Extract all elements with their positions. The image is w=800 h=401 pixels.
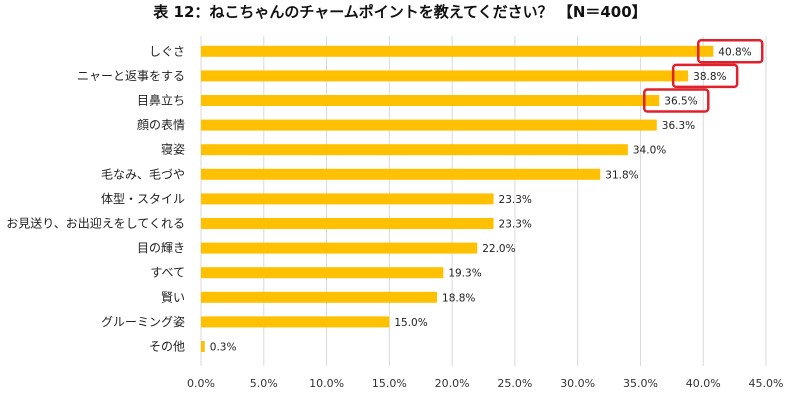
category-label: ニャーと返事をする xyxy=(77,69,185,83)
category-label: 寝姿 xyxy=(161,142,185,157)
data-label: 0.3% xyxy=(210,342,237,354)
highlight-box xyxy=(697,39,764,64)
x-tick-label: 45.0% xyxy=(749,377,784,390)
data-label: 36.3% xyxy=(662,120,695,132)
category-label: 毛なみ、毛づや xyxy=(101,167,185,181)
x-tick-label: 10.0% xyxy=(309,377,344,390)
x-tick-label: 5.0% xyxy=(250,377,278,390)
highlight-layer xyxy=(643,39,764,113)
category-label: 賢い xyxy=(161,290,185,304)
bar xyxy=(201,291,438,303)
bars-layer xyxy=(201,45,714,352)
bar xyxy=(201,316,390,328)
x-tick-label: 30.0% xyxy=(560,377,595,390)
x-tick-label: 20.0% xyxy=(435,377,470,390)
category-label: 顔の表情 xyxy=(137,117,185,132)
labels-layer: しぐさ 40.8% ニャーと返事をする 38.8% 目鼻立ち 36.5% 顔の表情 36.3%… xyxy=(6,44,751,353)
x-tick-label: 25.0% xyxy=(497,377,532,390)
bar xyxy=(201,341,205,352)
chart-title: 表 12：ねこちゃんのチャームポイントを教えてください？ 【N＝400】 xyxy=(153,3,646,21)
category-label: お見送り、お出迎えをしてくれる xyxy=(6,216,185,231)
highlight-box xyxy=(643,88,710,113)
x-tick-label: 35.0% xyxy=(623,377,658,390)
data-label: 18.8% xyxy=(442,292,475,304)
x-tick-label: 15.0% xyxy=(372,377,407,390)
data-label: 38.8% xyxy=(693,71,726,83)
data-label: 22.0% xyxy=(482,243,515,255)
category-label: グルーミング姿 xyxy=(101,315,185,329)
category-label: 目鼻立ち xyxy=(137,93,185,108)
x-tick-label: 0.0% xyxy=(187,377,215,390)
data-label: 34.0% xyxy=(633,145,666,157)
category-label: その他 xyxy=(149,340,185,354)
bar xyxy=(201,45,714,57)
category-label: 体型・スタイル xyxy=(101,192,185,206)
bar xyxy=(201,144,628,156)
bar xyxy=(201,95,660,106)
data-label: 40.8% xyxy=(718,46,751,58)
bar xyxy=(201,242,478,254)
data-label: 15.0% xyxy=(394,317,427,329)
data-label: 23.3% xyxy=(499,194,532,206)
category-label: 目の輝き xyxy=(137,241,185,255)
data-label: 36.5% xyxy=(664,96,697,108)
data-label: 19.3% xyxy=(448,268,481,280)
x-tick-label: 40.0% xyxy=(686,377,721,390)
bar xyxy=(201,218,494,229)
bar xyxy=(201,193,494,205)
bar xyxy=(201,267,444,279)
bar xyxy=(201,168,601,180)
data-label: 23.3% xyxy=(499,219,532,231)
bar xyxy=(201,70,689,82)
category-label: しぐさ xyxy=(149,44,185,58)
highlight-box xyxy=(671,63,739,89)
bar xyxy=(201,119,657,131)
category-label: すべて xyxy=(150,266,185,280)
data-label: 31.8% xyxy=(605,169,638,181)
